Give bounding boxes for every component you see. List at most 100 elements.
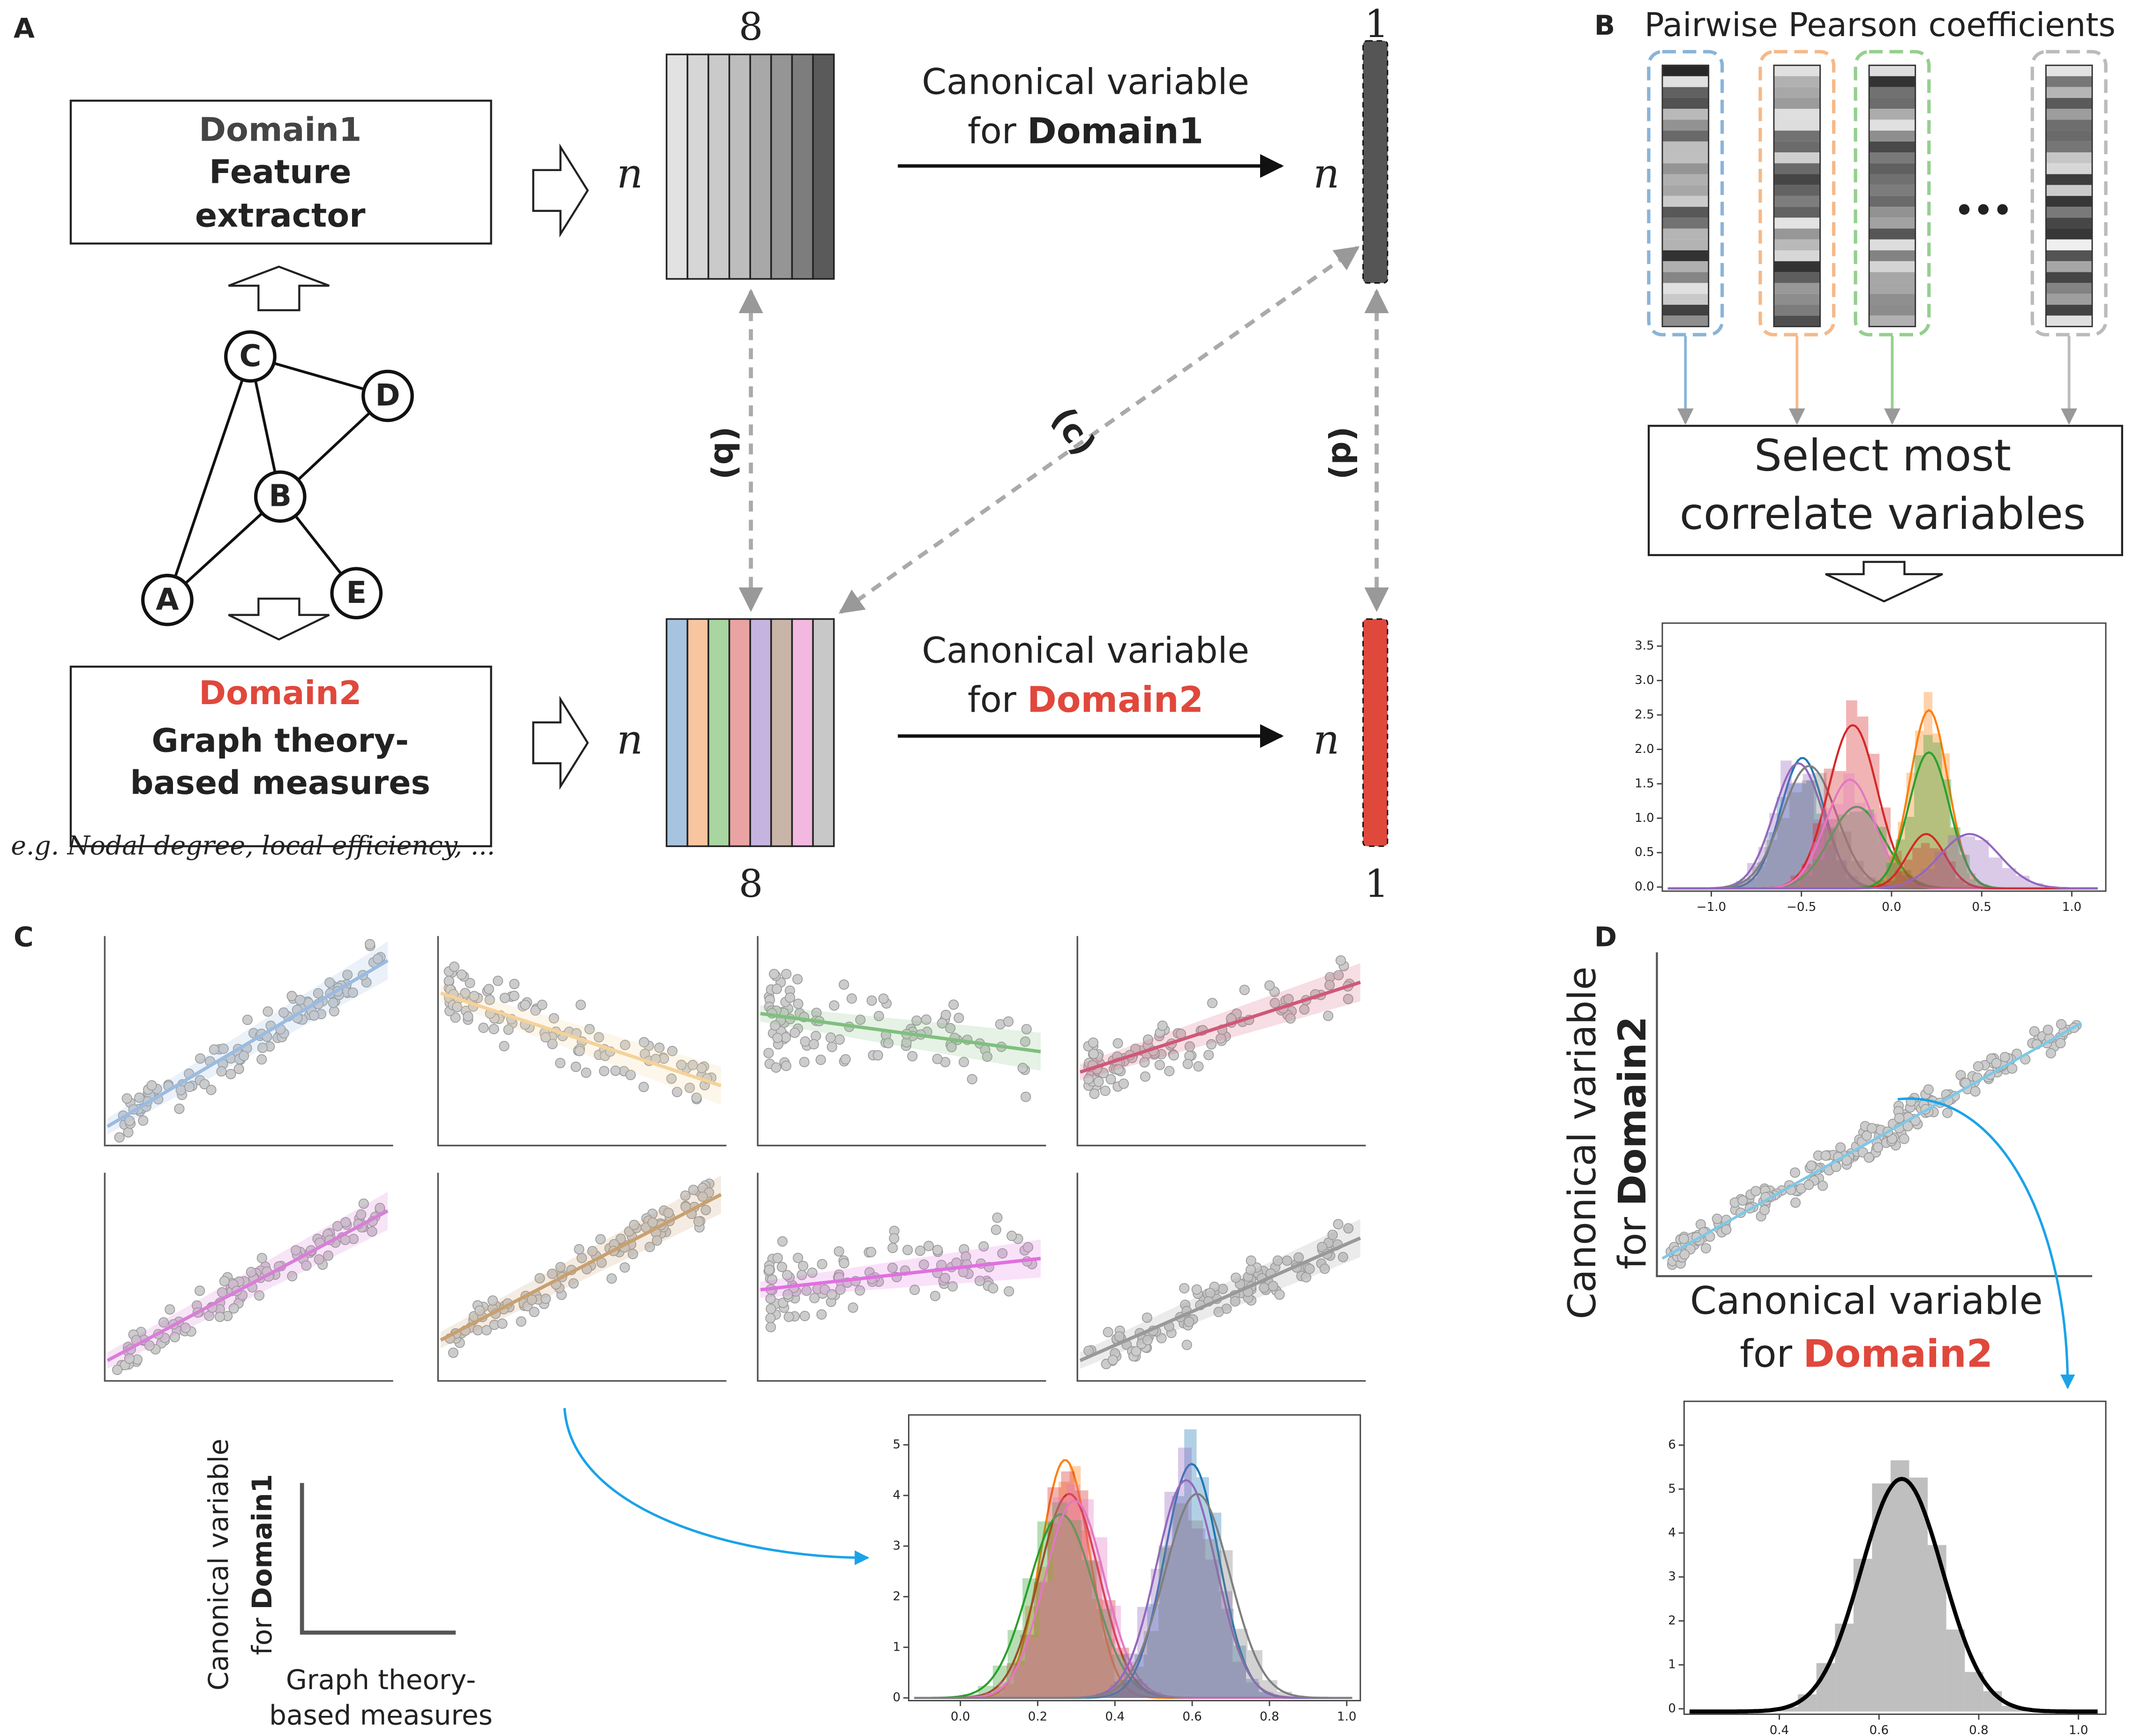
scatter-point xyxy=(1181,1339,1192,1350)
hist-bar xyxy=(1989,857,2003,889)
scatter-point xyxy=(367,1226,377,1237)
hist-bar xyxy=(1826,844,1836,889)
axis-label: Canonical variable xyxy=(1690,1279,2043,1323)
matrix-column xyxy=(749,53,772,280)
scatter-point xyxy=(516,1316,526,1327)
scatter-point xyxy=(233,1064,244,1075)
scatter-point xyxy=(1285,1013,1296,1024)
stripe xyxy=(1869,185,1915,196)
scatter-point xyxy=(799,1311,810,1322)
stripe xyxy=(2046,87,2092,98)
stripe xyxy=(2046,163,2092,174)
example-text: e.g. Nodal degree, local efficiency, ... xyxy=(11,831,495,861)
scatter-point xyxy=(691,1092,702,1103)
scatter-point xyxy=(555,1262,566,1272)
stripe xyxy=(2046,272,2092,283)
scatter-point xyxy=(1336,955,1346,966)
scatter-point xyxy=(1737,1195,1748,1206)
curved-arrow xyxy=(563,1408,870,1565)
scatter-point xyxy=(443,976,454,986)
scatter-point xyxy=(465,977,475,988)
stripe xyxy=(1773,141,1820,153)
scatter-point xyxy=(1107,1354,1118,1366)
caption: for Domain2 xyxy=(968,679,1203,720)
scatter-point xyxy=(347,987,358,998)
stripe xyxy=(1773,109,1820,120)
hist-bar xyxy=(1851,861,1864,889)
domain1-box xyxy=(69,99,492,245)
axis-label: for Domain1 xyxy=(246,1474,278,1655)
x-tick-label: 1.0 xyxy=(2069,1723,2088,1736)
scatter-point xyxy=(242,1015,253,1025)
scatter-point xyxy=(687,1060,698,1070)
hist-bar xyxy=(1932,733,1941,889)
scatter-point xyxy=(1324,980,1335,991)
scatter-point xyxy=(696,1063,707,1074)
regression-line xyxy=(440,1193,722,1342)
dashed-frame xyxy=(2030,50,2108,337)
scatter-point xyxy=(228,1303,239,1314)
scatter-point xyxy=(947,1281,958,1292)
block-arrow xyxy=(1825,561,1943,603)
stripe xyxy=(2046,293,2092,305)
scatter-point xyxy=(278,1007,289,1018)
hist-bar xyxy=(1047,1487,1061,1698)
scatter-point xyxy=(571,1061,581,1072)
y-tick-label: 3 xyxy=(893,1539,901,1553)
scatter-point xyxy=(693,1216,704,1227)
scatter-point xyxy=(1818,1180,1828,1191)
scatter-point xyxy=(216,1066,227,1077)
scatter-point xyxy=(1184,1316,1194,1327)
scatter-point xyxy=(1017,1063,1028,1074)
caption: Canonical variable xyxy=(922,630,1249,671)
scatter-point xyxy=(1105,1074,1116,1085)
scatter-point xyxy=(777,1262,788,1272)
x-tick-label: 0.4 xyxy=(1105,1710,1125,1724)
scatter-point xyxy=(1863,1152,1874,1163)
confidence-band xyxy=(107,1192,388,1369)
scatter-point xyxy=(654,1042,665,1053)
scatter-point xyxy=(839,1258,849,1269)
graph-node xyxy=(254,470,307,523)
scatter-point xyxy=(997,1248,1008,1259)
regression-line xyxy=(440,992,722,1088)
stripe xyxy=(1773,174,1820,185)
y-tick-label: 3.5 xyxy=(1635,639,1654,653)
hist-bar xyxy=(1082,1560,1097,1698)
scatter-point xyxy=(448,1347,458,1358)
hist-bar xyxy=(1854,803,1866,889)
scatter-point xyxy=(488,1024,499,1035)
scatter-point xyxy=(239,1051,249,1061)
stripe xyxy=(1662,109,1709,120)
density-curve xyxy=(914,1493,1352,1699)
box-text: Domain1 xyxy=(199,111,361,149)
scatter-point xyxy=(450,1012,461,1023)
scatter-point xyxy=(688,1185,699,1195)
axis-label: Canonical variable xyxy=(1561,966,1605,1319)
y-tick-label: 0.5 xyxy=(1635,845,1654,859)
scatter-point xyxy=(256,1054,267,1065)
scatter-point xyxy=(548,1013,559,1024)
scatter-point xyxy=(907,1051,918,1061)
hist-bar xyxy=(1765,840,1777,889)
scatter-point xyxy=(1750,1186,1761,1196)
hist-bar xyxy=(1172,1496,1185,1698)
stripe-frame xyxy=(1868,64,1916,327)
scatter-point xyxy=(1142,1335,1153,1345)
caption-prefix: for xyxy=(968,679,1017,720)
scatter-point xyxy=(959,1057,969,1067)
scatter-point xyxy=(974,1276,985,1286)
scatter-point xyxy=(112,1364,123,1375)
scatter-point xyxy=(257,1043,268,1053)
scatter-point xyxy=(1970,1086,1981,1097)
dim-label: 8 xyxy=(739,862,763,906)
scatter-point xyxy=(529,1307,540,1317)
scatter-point xyxy=(463,1011,473,1022)
scatter-point xyxy=(484,994,495,1005)
hist-bar xyxy=(1012,1665,1026,1698)
link-label: (d) xyxy=(1324,427,1362,480)
box-text: Domain2 xyxy=(199,674,361,712)
scatter-point xyxy=(697,1191,708,1202)
stripe xyxy=(1773,163,1820,174)
hist-bar xyxy=(1247,1650,1262,1698)
